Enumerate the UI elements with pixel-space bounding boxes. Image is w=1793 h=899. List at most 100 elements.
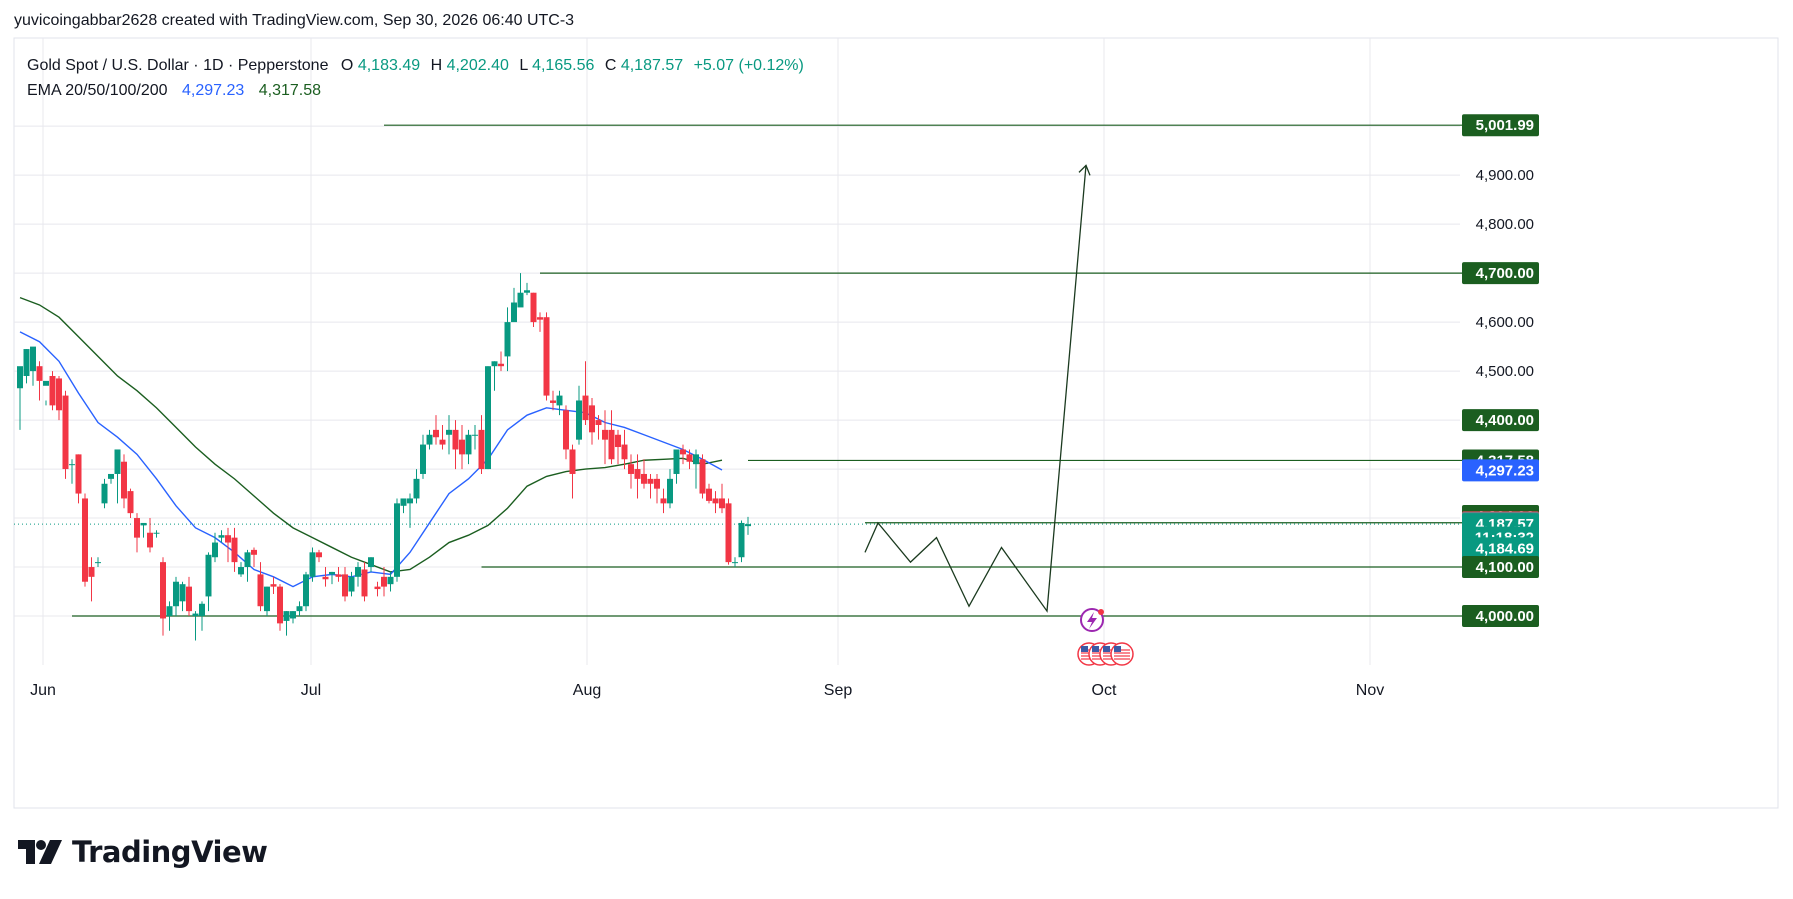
candle[interactable] [62, 390, 69, 479]
candle[interactable] [647, 473, 654, 499]
candle[interactable] [556, 390, 563, 416]
candle[interactable] [238, 562, 244, 577]
candle[interactable] [439, 424, 446, 450]
candle[interactable] [231, 527, 238, 572]
candle[interactable] [88, 557, 95, 602]
price-label[interactable]: 4,297.23 [1462, 459, 1539, 482]
price-label[interactable]: 4,900.00 [1476, 167, 1534, 184]
tradingview-logo[interactable]: TradingView [18, 835, 268, 869]
candle[interactable] [504, 307, 511, 372]
candle[interactable] [465, 429, 472, 465]
candle[interactable] [738, 520, 745, 563]
candle[interactable] [452, 420, 459, 470]
candle[interactable] [530, 292, 537, 328]
time-axis-tick[interactable]: Jul [301, 682, 321, 699]
candle[interactable] [472, 424, 478, 450]
time-axis-tick[interactable]: Aug [573, 682, 601, 699]
candle[interactable] [485, 366, 491, 470]
candle[interactable] [218, 530, 225, 543]
candle[interactable] [511, 287, 517, 323]
candle[interactable] [641, 459, 647, 489]
candle[interactable] [23, 349, 30, 384]
candle[interactable] [686, 449, 693, 470]
candle[interactable] [166, 601, 173, 631]
time-axis-tick[interactable]: Nov [1356, 682, 1384, 699]
candle[interactable] [394, 498, 400, 582]
candle[interactable] [329, 571, 335, 585]
candle[interactable] [413, 469, 420, 504]
candle[interactable] [595, 415, 602, 440]
candles[interactable] [17, 273, 751, 641]
candle[interactable] [693, 449, 699, 489]
candle[interactable] [205, 552, 212, 612]
candle[interactable] [667, 469, 673, 509]
candle[interactable] [212, 532, 218, 563]
candle[interactable] [680, 444, 686, 465]
candle[interactable] [634, 454, 641, 499]
price-label[interactable]: 4,600.00 [1476, 314, 1534, 331]
candle[interactable] [134, 513, 140, 553]
time-axis-tick[interactable]: Jun [30, 682, 56, 699]
candle[interactable] [296, 601, 303, 617]
price-axis[interactable]: 5,001.99 4,900.00 4,800.00 4,700.00 4,600.00… [1462, 114, 1539, 628]
lightning-event-icon[interactable] [1080, 608, 1104, 632]
legend[interactable]: Gold Spot / U.S. Dollar · 1D · Peppersto… [27, 57, 804, 99]
candle[interactable] [582, 361, 589, 425]
candle[interactable] [244, 549, 251, 582]
candle[interactable] [192, 611, 199, 641]
candle[interactable] [173, 576, 179, 617]
candle[interactable] [348, 571, 355, 597]
candle[interactable] [433, 415, 439, 445]
price-label[interactable]: 4,500.00 [1476, 363, 1534, 380]
candle[interactable] [160, 557, 166, 636]
candle[interactable] [153, 530, 160, 538]
candle[interactable] [491, 361, 498, 391]
candle[interactable] [225, 527, 231, 563]
candle[interactable] [576, 385, 582, 445]
candle[interactable] [43, 380, 49, 406]
price-label[interactable]: 4,800.00 [1476, 216, 1534, 233]
candle[interactable] [251, 547, 257, 568]
candle[interactable] [498, 351, 504, 372]
candle[interactable] [602, 410, 608, 465]
price-label[interactable]: 5,001.99 [1462, 114, 1539, 137]
candle[interactable] [147, 518, 153, 553]
candle[interactable] [17, 366, 23, 430]
candle[interactable] [75, 454, 82, 504]
candle[interactable] [199, 601, 205, 631]
candle[interactable] [550, 390, 556, 411]
candle[interactable] [745, 516, 751, 535]
candle[interactable] [270, 576, 277, 594]
candle[interactable] [290, 611, 296, 624]
candle[interactable] [387, 571, 394, 592]
candle[interactable] [712, 491, 719, 514]
candle[interactable] [30, 346, 36, 386]
candle[interactable] [699, 454, 706, 499]
candle[interactable] [316, 549, 322, 563]
candle[interactable] [407, 493, 413, 528]
candle[interactable] [446, 415, 452, 455]
candle[interactable] [108, 473, 114, 484]
price-label[interactable]: 4,400.00 [1462, 409, 1539, 432]
candle[interactable] [355, 562, 361, 587]
candle[interactable] [524, 282, 530, 296]
candle[interactable] [517, 273, 524, 308]
candle[interactable] [361, 562, 368, 602]
candle[interactable] [400, 498, 407, 514]
candle[interactable] [257, 562, 264, 612]
candle[interactable] [478, 415, 485, 474]
candle[interactable] [36, 361, 43, 401]
event-markers[interactable] [1077, 608, 1134, 666]
price-label[interactable]: 4,000.00 [1462, 605, 1539, 628]
candle[interactable] [563, 405, 569, 460]
candle[interactable] [69, 459, 75, 484]
price-label[interactable]: 4,100.00 [1462, 556, 1539, 579]
candle[interactable] [543, 312, 550, 401]
candle[interactable] [283, 611, 290, 636]
candle[interactable] [426, 429, 433, 450]
candle[interactable] [732, 557, 738, 568]
candle[interactable] [49, 371, 56, 411]
price-label[interactable]: 4,184.69 [1462, 537, 1539, 560]
candle[interactable] [673, 449, 680, 484]
